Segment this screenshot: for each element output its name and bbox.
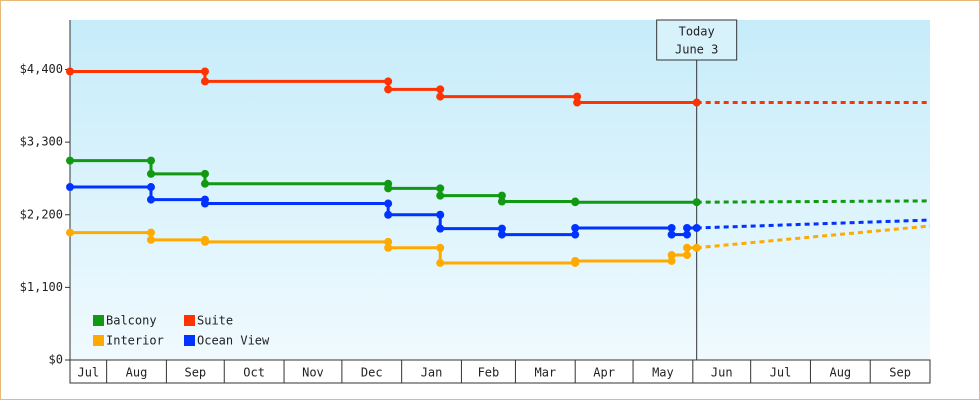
point — [384, 77, 393, 86]
point — [384, 85, 393, 94]
x-tick-label: Oct — [243, 366, 265, 380]
point — [497, 224, 506, 233]
legend-label: Balcony — [106, 314, 157, 328]
point — [667, 223, 676, 232]
legend-label: Ocean View — [197, 334, 270, 348]
point — [436, 184, 445, 193]
point — [692, 98, 701, 107]
legend-label: Suite — [197, 314, 233, 328]
point — [683, 251, 692, 260]
y-tick-label: $2,200 — [20, 207, 63, 221]
point — [571, 223, 580, 232]
legend-swatch — [184, 335, 195, 346]
point — [692, 223, 701, 232]
point — [384, 184, 393, 193]
legend-swatch — [184, 315, 195, 326]
x-tick-label: Aug — [126, 366, 148, 380]
point — [436, 191, 445, 200]
point — [497, 191, 506, 200]
point — [200, 179, 209, 188]
point — [573, 98, 582, 107]
point — [667, 230, 676, 239]
x-tick-label: Sep — [889, 366, 911, 380]
point — [66, 228, 74, 237]
point — [146, 169, 155, 178]
point — [667, 251, 676, 260]
x-tick-label: Jan — [421, 366, 443, 380]
x-tick-label: Mar — [534, 366, 556, 380]
point — [436, 85, 445, 94]
point — [573, 92, 582, 101]
x-tick-label: May — [652, 366, 674, 380]
plot-area — [70, 20, 930, 360]
x-tick-label: Dec — [361, 366, 383, 380]
point — [436, 92, 445, 101]
x-tick-label: Nov — [302, 366, 324, 380]
x-tick-label: Jun — [711, 366, 733, 380]
point — [683, 230, 692, 239]
point — [571, 256, 580, 265]
point — [200, 199, 209, 208]
point — [200, 67, 209, 76]
y-tick-label: $0 — [49, 353, 63, 367]
point — [497, 197, 506, 206]
point — [692, 243, 701, 252]
legend-label: Interior — [106, 334, 164, 348]
point — [497, 230, 506, 239]
point — [200, 169, 209, 178]
point — [436, 210, 445, 219]
y-tick-label: $4,400 — [20, 62, 63, 76]
point — [571, 198, 580, 207]
point — [66, 156, 74, 165]
forecast-line — [696, 224, 931, 250]
point — [146, 235, 155, 244]
x-tick-label: Aug — [829, 366, 851, 380]
point — [146, 228, 155, 237]
forecast-line — [696, 218, 931, 230]
point — [667, 256, 676, 265]
y-tick-label: $3,300 — [20, 135, 63, 149]
point — [200, 237, 209, 246]
point — [384, 243, 393, 252]
x-tick-label: Jul — [77, 366, 99, 380]
point — [66, 67, 74, 76]
x-tick-label: Sep — [184, 366, 206, 380]
point — [436, 258, 445, 267]
point — [683, 223, 692, 232]
today-box — [656, 19, 738, 61]
today-label: Today — [679, 25, 715, 39]
x-tick-label: Jul — [770, 366, 792, 380]
point — [146, 183, 155, 192]
today-label: June 3 — [675, 43, 718, 57]
x-tick-label: Feb — [478, 366, 500, 380]
legend-swatch — [93, 335, 104, 346]
point — [146, 156, 155, 165]
point — [692, 198, 701, 207]
point — [384, 199, 393, 208]
point — [571, 230, 580, 239]
point — [66, 183, 74, 192]
point — [200, 77, 209, 86]
point — [436, 243, 445, 252]
y-tick-label: $1,100 — [20, 280, 63, 294]
x-tick-label: Apr — [593, 366, 615, 380]
point — [436, 224, 445, 233]
point — [384, 237, 393, 246]
point — [683, 243, 692, 252]
legend-swatch — [93, 315, 104, 326]
point — [384, 210, 393, 219]
point — [146, 195, 155, 204]
forecast-line — [696, 199, 931, 204]
